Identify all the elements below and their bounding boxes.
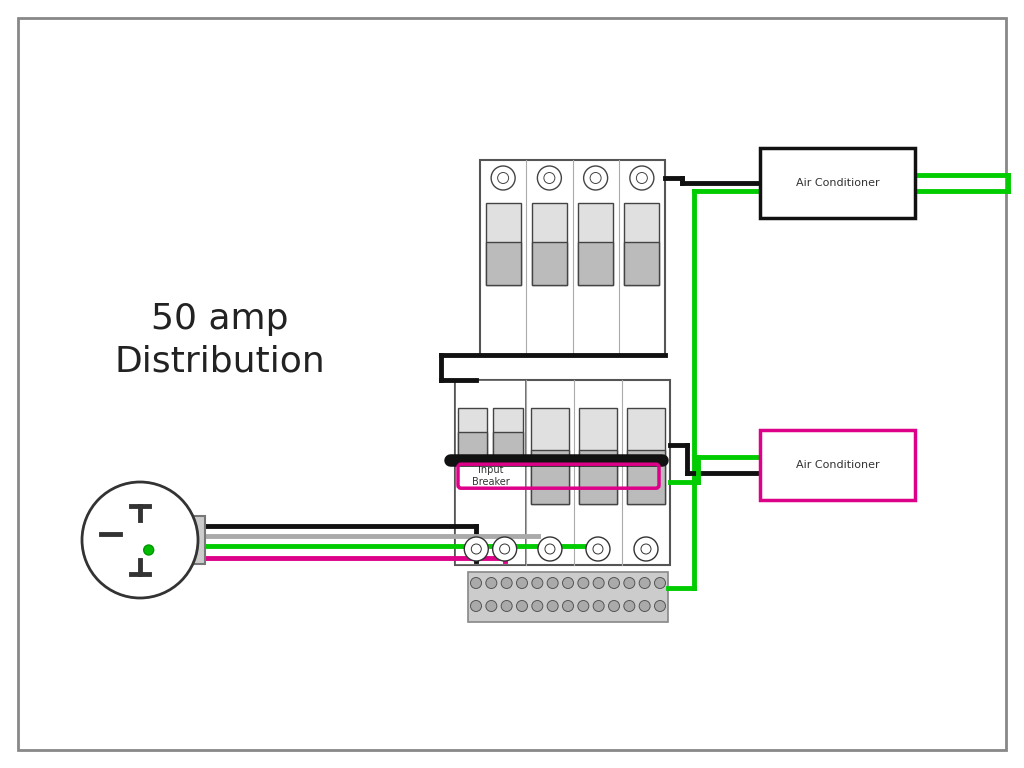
Circle shape bbox=[562, 578, 573, 588]
Circle shape bbox=[624, 601, 635, 611]
FancyBboxPatch shape bbox=[579, 450, 617, 504]
Circle shape bbox=[500, 544, 510, 554]
Circle shape bbox=[547, 601, 558, 611]
FancyBboxPatch shape bbox=[579, 242, 613, 285]
Circle shape bbox=[578, 578, 589, 588]
Circle shape bbox=[586, 537, 610, 561]
Circle shape bbox=[470, 601, 481, 611]
FancyBboxPatch shape bbox=[494, 408, 523, 459]
Circle shape bbox=[485, 578, 497, 588]
Circle shape bbox=[636, 173, 647, 184]
Circle shape bbox=[608, 578, 620, 588]
FancyBboxPatch shape bbox=[579, 408, 617, 504]
Circle shape bbox=[471, 544, 481, 554]
Circle shape bbox=[584, 166, 607, 190]
FancyBboxPatch shape bbox=[760, 148, 915, 218]
Circle shape bbox=[562, 601, 573, 611]
Circle shape bbox=[593, 601, 604, 611]
FancyBboxPatch shape bbox=[531, 203, 567, 285]
Circle shape bbox=[544, 173, 555, 184]
Circle shape bbox=[545, 544, 555, 554]
FancyBboxPatch shape bbox=[455, 380, 670, 565]
FancyBboxPatch shape bbox=[494, 432, 523, 458]
FancyBboxPatch shape bbox=[468, 572, 668, 622]
Circle shape bbox=[501, 601, 512, 611]
Circle shape bbox=[630, 166, 654, 190]
Circle shape bbox=[531, 601, 543, 611]
Circle shape bbox=[516, 578, 527, 588]
FancyBboxPatch shape bbox=[530, 408, 569, 504]
Circle shape bbox=[143, 545, 154, 555]
FancyBboxPatch shape bbox=[625, 203, 659, 285]
Circle shape bbox=[590, 173, 601, 184]
FancyBboxPatch shape bbox=[458, 432, 487, 458]
Circle shape bbox=[593, 578, 604, 588]
FancyBboxPatch shape bbox=[625, 242, 659, 285]
Circle shape bbox=[547, 578, 558, 588]
Circle shape bbox=[538, 537, 562, 561]
Circle shape bbox=[608, 601, 620, 611]
FancyBboxPatch shape bbox=[485, 203, 520, 285]
Circle shape bbox=[538, 166, 561, 190]
FancyBboxPatch shape bbox=[627, 408, 666, 504]
Circle shape bbox=[639, 578, 650, 588]
Circle shape bbox=[593, 544, 603, 554]
Circle shape bbox=[516, 601, 527, 611]
Circle shape bbox=[485, 601, 497, 611]
FancyBboxPatch shape bbox=[530, 450, 569, 504]
FancyBboxPatch shape bbox=[176, 515, 205, 564]
Circle shape bbox=[470, 578, 481, 588]
Text: Air Conditioner: Air Conditioner bbox=[796, 178, 880, 188]
FancyBboxPatch shape bbox=[458, 408, 487, 459]
Circle shape bbox=[641, 544, 651, 554]
Text: Air Conditioner: Air Conditioner bbox=[796, 460, 880, 470]
Circle shape bbox=[639, 601, 650, 611]
FancyBboxPatch shape bbox=[480, 160, 665, 355]
Circle shape bbox=[464, 537, 488, 561]
Text: 50 amp
Distribution: 50 amp Distribution bbox=[115, 302, 326, 378]
Circle shape bbox=[624, 578, 635, 588]
Circle shape bbox=[654, 601, 666, 611]
FancyBboxPatch shape bbox=[455, 380, 526, 565]
Circle shape bbox=[492, 166, 515, 190]
FancyBboxPatch shape bbox=[579, 203, 613, 285]
Circle shape bbox=[578, 601, 589, 611]
Circle shape bbox=[634, 537, 658, 561]
Circle shape bbox=[493, 537, 517, 561]
Circle shape bbox=[501, 578, 512, 588]
Circle shape bbox=[498, 173, 509, 184]
Circle shape bbox=[531, 578, 543, 588]
FancyBboxPatch shape bbox=[531, 242, 567, 285]
FancyBboxPatch shape bbox=[627, 450, 666, 504]
FancyBboxPatch shape bbox=[485, 242, 520, 285]
Circle shape bbox=[654, 578, 666, 588]
FancyBboxPatch shape bbox=[760, 430, 915, 500]
Text: Input
Breaker: Input Breaker bbox=[472, 465, 509, 487]
FancyBboxPatch shape bbox=[18, 18, 1006, 750]
Circle shape bbox=[82, 482, 198, 598]
